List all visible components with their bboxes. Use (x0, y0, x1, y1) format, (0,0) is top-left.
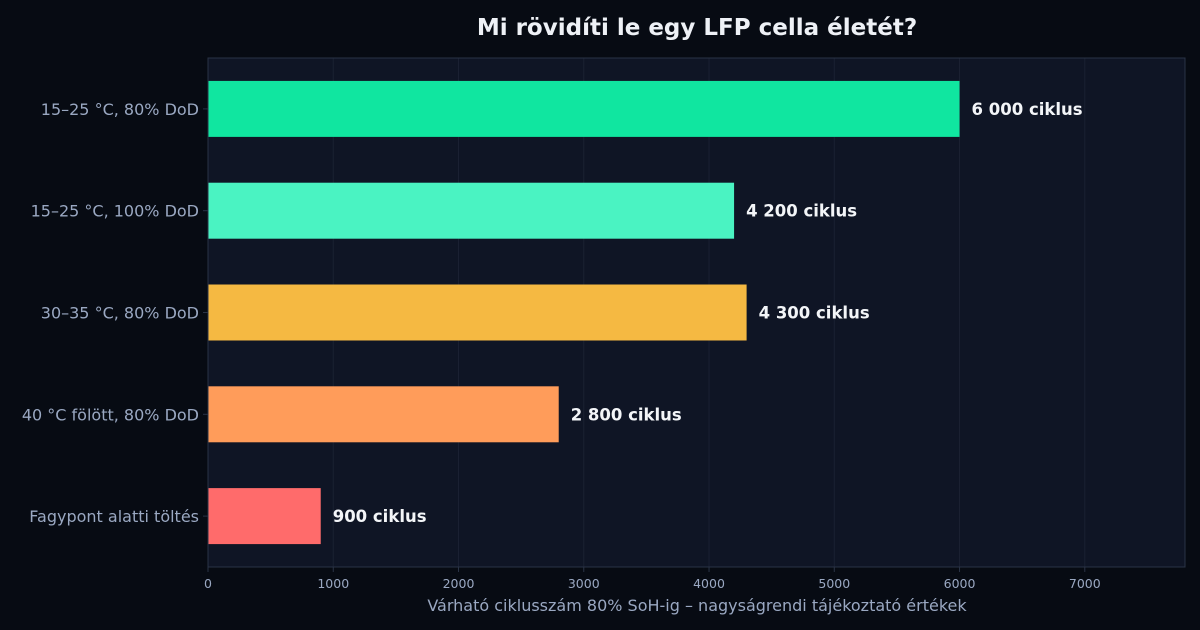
x-axis-label: Várható ciklusszám 80% SoH-ig – nagyságr… (427, 596, 967, 615)
bar (208, 182, 735, 239)
value-label: 4 300 ciklus (759, 304, 870, 323)
category-label: 15–25 °C, 100% DoD (31, 202, 199, 221)
bar (208, 386, 559, 443)
value-label: 6 000 ciklus (972, 100, 1083, 119)
x-tick-label: 6000 (944, 576, 976, 591)
category-label: Fagypont alatti töltés (29, 507, 199, 526)
category-label: 40 °C fölött, 80% DoD (22, 405, 199, 424)
x-tick-label: 7000 (1069, 576, 1101, 591)
x-tick-label: 5000 (818, 576, 850, 591)
value-label: 900 ciklus (333, 507, 427, 526)
value-label: 4 200 ciklus (746, 202, 857, 221)
chart-title: Mi rövidíti le egy LFP cella életét? (477, 15, 917, 41)
bar (208, 284, 747, 341)
bar (208, 488, 321, 545)
x-tick-label: 3000 (568, 576, 600, 591)
x-tick-label: 4000 (693, 576, 725, 591)
category-label: 15–25 °C, 80% DoD (41, 100, 199, 119)
bars: 6 000 ciklus 4 200 ciklus 4 300 ciklus 2 80… (208, 80, 1083, 545)
x-tick-label: 2000 (443, 576, 475, 591)
axes: 0 1000 2000 3000 4000 5000 6000 7000 15–25 °C, 8… (22, 57, 1186, 591)
x-tick-label: 1000 (317, 576, 349, 591)
category-label: 30–35 °C, 80% DoD (41, 304, 199, 323)
bar (208, 80, 960, 137)
value-label: 2 800 ciklus (571, 405, 682, 424)
x-tick-label: 0 (204, 576, 212, 591)
